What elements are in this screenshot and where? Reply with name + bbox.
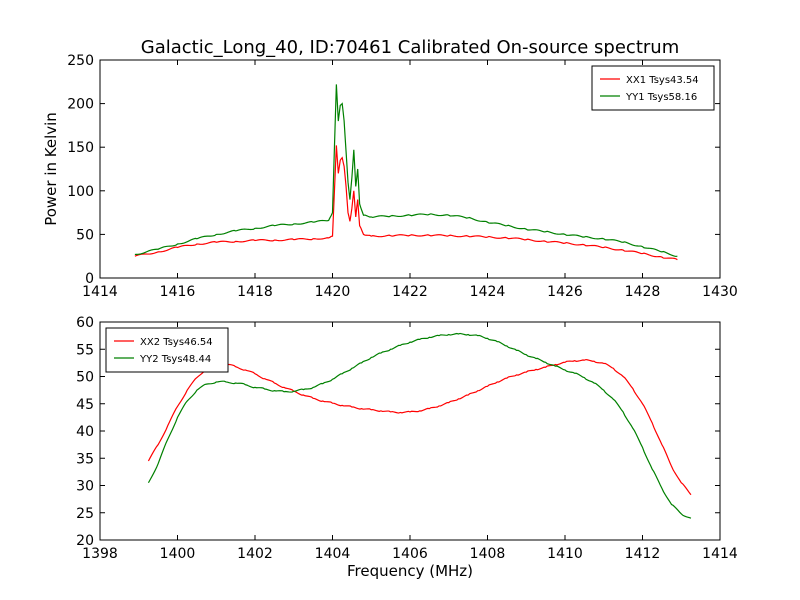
legend-label: XX1 Tsys43.54 bbox=[626, 75, 699, 86]
legend-box bbox=[591, 65, 715, 111]
x-tick-label: 1428 bbox=[625, 284, 661, 300]
x-axis-label: Frequency (MHz) bbox=[347, 562, 473, 580]
legend-label: YY1 Tsys58.16 bbox=[625, 92, 697, 103]
legend-box bbox=[105, 327, 229, 373]
series-line-xx2 bbox=[147, 358, 692, 496]
x-tick-label: 1420 bbox=[315, 284, 351, 300]
x-tick-label: 1414 bbox=[702, 546, 738, 562]
y-tick-label: 60 bbox=[76, 315, 94, 331]
x-tick-label: 1408 bbox=[470, 546, 506, 562]
legend-label: YY2 Tsys48.44 bbox=[139, 354, 211, 365]
x-tick-label: 1418 bbox=[237, 284, 273, 300]
series-line-yy2 bbox=[147, 332, 692, 519]
x-tick-label: 1404 bbox=[315, 546, 351, 562]
x-tick-label: 1402 bbox=[237, 546, 273, 562]
bottom-panel: 1398 1400 1402 1404 1406 1408 1410 1412 1414 20 25… bbox=[76, 315, 738, 580]
y-tick-label: 50 bbox=[76, 227, 94, 243]
legend: XX1 Tsys43.54 YY1 Tsys58.16 bbox=[591, 65, 715, 111]
x-tick-label: 1398 bbox=[82, 546, 118, 562]
chart-title: Galactic_Long_40, ID:70461 Calibrated On… bbox=[141, 37, 679, 58]
y-tick-label: 55 bbox=[76, 342, 94, 358]
series-line-xx1 bbox=[134, 145, 678, 261]
x-tick-label: 1414 bbox=[82, 284, 118, 300]
y-tick-label: 40 bbox=[76, 424, 94, 440]
y-axis-label: Power in Kelvin bbox=[42, 112, 60, 226]
x-tick-label: 1424 bbox=[470, 284, 506, 300]
y-tick-label: 20 bbox=[76, 533, 94, 549]
series-line-yy1 bbox=[134, 84, 678, 258]
legend-label: XX2 Tsys46.54 bbox=[140, 337, 213, 348]
x-tick-label: 1400 bbox=[160, 546, 196, 562]
y-tick-label: 45 bbox=[76, 397, 94, 413]
y-tick-label: 0 bbox=[85, 271, 94, 287]
x-tick-label: 1412 bbox=[625, 546, 661, 562]
y-tick-label: 50 bbox=[76, 370, 94, 386]
x-tick-label: 1416 bbox=[160, 284, 196, 300]
top-panel: 1414 1416 1418 1420 1422 1424 1426 1428 1430 0 50 1… bbox=[42, 53, 738, 300]
y-tick-label: 100 bbox=[67, 184, 94, 200]
y-tick-label: 25 bbox=[76, 506, 94, 522]
x-tick-label: 1410 bbox=[547, 546, 583, 562]
x-tick-label: 1426 bbox=[547, 284, 583, 300]
x-tick-label: 1430 bbox=[702, 284, 738, 300]
y-tick-label: 150 bbox=[67, 140, 94, 156]
x-tick-label: 1422 bbox=[392, 284, 428, 300]
y-tick-label: 250 bbox=[67, 53, 94, 69]
x-tick-label: 1406 bbox=[392, 546, 428, 562]
y-tick-label: 30 bbox=[76, 479, 94, 495]
y-tick-label: 200 bbox=[67, 97, 94, 113]
y-tick-label: 35 bbox=[76, 451, 94, 467]
legend: XX2 Tsys46.54 YY2 Tsys48.44 bbox=[105, 327, 229, 373]
